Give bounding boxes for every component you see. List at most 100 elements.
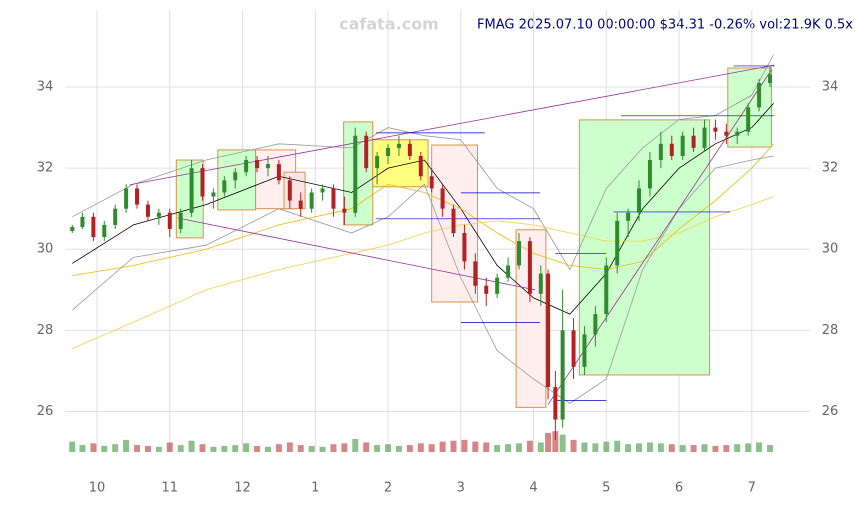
candle-body	[582, 334, 587, 367]
volume-bar	[101, 445, 108, 452]
candle-body	[626, 212, 631, 221]
volume-bar	[112, 444, 119, 452]
candle-body	[178, 212, 183, 229]
candle-body	[553, 387, 558, 420]
volume-bar	[123, 439, 130, 452]
candle-body	[440, 188, 445, 209]
volume-bar	[243, 443, 250, 452]
volume-bar	[134, 445, 141, 452]
x-tick-label: 2	[384, 481, 392, 496]
candle-body	[124, 188, 129, 209]
candle-body	[538, 273, 543, 294]
volume-bar	[690, 445, 697, 452]
volume-bar	[341, 443, 348, 452]
candle-body	[462, 233, 467, 262]
candle-body	[451, 208, 456, 234]
volume-bar	[734, 444, 741, 452]
volume-bar	[701, 444, 708, 452]
volume-bar	[766, 445, 773, 452]
volume-bar	[723, 445, 730, 452]
candle-body	[353, 135, 358, 213]
candle-body	[167, 212, 172, 229]
volume-bar	[406, 445, 413, 452]
candle-body	[276, 164, 281, 181]
y-tick-label: 34	[822, 80, 839, 95]
candle-body	[429, 176, 434, 189]
candle-body	[255, 160, 260, 169]
x-tick-label: 1	[311, 481, 319, 496]
candle-body	[647, 160, 652, 189]
candle-body	[80, 216, 85, 227]
volume-bar	[472, 441, 479, 452]
candle-body	[615, 220, 620, 266]
volume-bar	[177, 445, 184, 452]
candle-body	[113, 208, 118, 225]
candle-body	[593, 314, 598, 335]
candle-body	[211, 192, 216, 197]
volume-bar	[352, 439, 359, 452]
candle-body	[680, 135, 685, 156]
volume-bar	[559, 434, 566, 452]
indicator-line	[72, 143, 774, 276]
volume-bar	[374, 445, 381, 452]
trendline	[129, 64, 775, 186]
volume-bar	[483, 442, 490, 452]
volume-bar	[286, 442, 293, 452]
candle-body	[309, 192, 314, 209]
candle-body	[244, 160, 249, 173]
volume-bar	[69, 441, 76, 452]
candle-body	[222, 180, 227, 193]
volume-bar	[385, 444, 392, 452]
candle-body	[233, 172, 238, 181]
volume-bar	[319, 446, 326, 452]
volume-bar	[646, 442, 653, 452]
candle-body	[691, 135, 696, 148]
volume-bar	[614, 440, 621, 452]
volume-bar	[537, 442, 544, 452]
candle-body	[287, 180, 292, 201]
volume-bar	[199, 444, 206, 452]
candle-body	[396, 143, 401, 148]
volume-bar	[570, 439, 577, 452]
candle-body	[713, 127, 718, 132]
volume-bar	[461, 439, 468, 452]
volume-bar	[275, 444, 282, 452]
indicator-line	[72, 102, 774, 315]
candle-body	[571, 330, 576, 367]
candle-body	[724, 131, 729, 136]
y-tick-label: 32	[822, 161, 839, 176]
candle-body	[604, 265, 609, 315]
x-tick-label: 4	[529, 481, 537, 496]
y-tick-label: 26	[37, 404, 54, 419]
volume-bar	[603, 441, 610, 452]
x-tick-label: 10	[89, 481, 106, 496]
volume-bar	[417, 443, 424, 452]
volume-bar	[668, 444, 675, 452]
indicator-line	[72, 54, 774, 271]
y-tick-label: 30	[822, 242, 839, 257]
candle-body	[265, 164, 270, 169]
volume-bar	[264, 446, 271, 452]
candle-body	[746, 107, 751, 132]
candle-body	[342, 208, 347, 213]
x-tick-label: 6	[675, 481, 683, 496]
volume-bar	[756, 442, 763, 452]
volume-bar	[712, 445, 719, 452]
volume-bar	[581, 442, 588, 452]
x-tick-label: 3	[457, 481, 465, 496]
volume-bar	[657, 443, 664, 452]
candle-body	[546, 273, 551, 388]
candle-body	[473, 261, 478, 286]
candle-body	[331, 188, 336, 209]
indicator-line	[72, 155, 774, 404]
candle-body	[407, 143, 412, 156]
volume-bar	[515, 443, 522, 452]
volume-bar	[308, 445, 315, 452]
volume-bar	[592, 443, 599, 452]
candle-body	[560, 330, 565, 420]
candle-body	[484, 285, 489, 294]
volume-bar	[679, 445, 686, 452]
volume-bar	[221, 445, 228, 452]
volume-bar	[330, 444, 337, 452]
volume-bar	[297, 445, 304, 452]
